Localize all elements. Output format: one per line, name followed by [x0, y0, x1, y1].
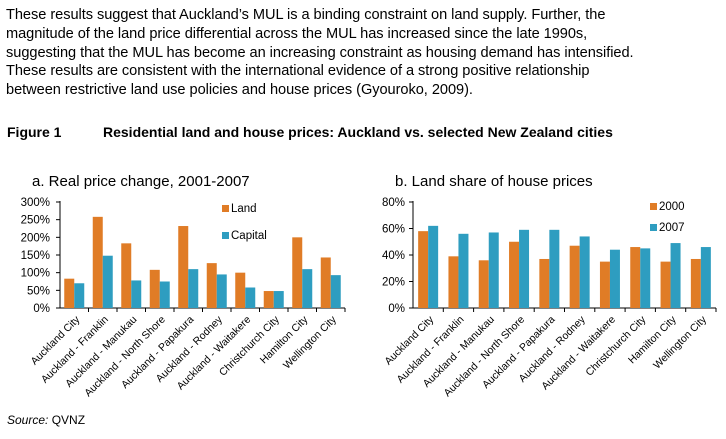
- chart-a-bar-capital: [102, 255, 113, 308]
- chart-b-bar-2000: [418, 231, 429, 308]
- chart-a-bar-land: [149, 269, 160, 308]
- chart-a-bar-capital: [245, 287, 256, 308]
- chart-a-bar-capital: [159, 281, 170, 308]
- figure-label: Figure 1: [7, 124, 62, 140]
- chart-b-bar-2000: [599, 261, 610, 308]
- chart-b-title: b. Land share of house prices: [395, 173, 593, 190]
- chart-a-bar-capital: [330, 275, 341, 308]
- chart-a-ytick-label: 100%: [21, 268, 50, 280]
- chart-b-ytick-label: 20%: [382, 277, 405, 289]
- chart-b-bar-2000: [690, 258, 701, 308]
- chart-a-bar-land: [235, 272, 246, 308]
- chart-a: a. Real price change, 2001-2007 0% 50% 100%…: [21, 173, 346, 399]
- chart-a-legend-label: Land: [231, 203, 257, 215]
- chart-b-bar-2007: [700, 247, 711, 308]
- chart-b-bar-2007: [519, 229, 530, 308]
- chart-b-bar-2007: [488, 232, 499, 308]
- chart-a-legend-swatch: [222, 232, 229, 239]
- chart-a-ytick-label: 200%: [21, 232, 50, 244]
- chart-b-bar-2000: [630, 247, 641, 308]
- chart-a-bar-land: [206, 263, 217, 308]
- chart-b-ytick-label: 0%: [388, 303, 405, 315]
- chart-b-bar-2007: [428, 225, 439, 308]
- chart-b-bar-2007: [458, 233, 469, 308]
- chart-a-bar-land: [64, 278, 75, 308]
- chart-a-ytick-label: 300%: [21, 197, 50, 209]
- chart-a-bar-capital: [74, 283, 85, 308]
- chart-a-bar-land: [263, 291, 274, 308]
- chart-a-ytick-label: 250%: [21, 215, 50, 227]
- chart-b-ytick-label: 80%: [382, 197, 405, 209]
- source-note: Source: QVNZ: [7, 413, 85, 427]
- chart-a-bar-land: [178, 226, 189, 308]
- chart-a-bar-capital: [131, 280, 142, 308]
- chart-b-ytick-label: 60%: [382, 224, 405, 236]
- chart-b: b. Land share of house prices 0% 20% 40% 60%…: [382, 173, 717, 399]
- chart-a-bar-capital: [216, 274, 227, 308]
- figure-caption: Figure 1 Residential land and house price…: [7, 124, 613, 140]
- chart-a-bar-land: [292, 237, 303, 308]
- paragraph-line: These results are consistent with the in…: [6, 63, 590, 80]
- chart-a-ytick-label: 50%: [27, 285, 50, 297]
- body-paragraph: These results suggest that Auckland’s MU…: [6, 6, 721, 100]
- chart-a-bar-land: [320, 257, 331, 308]
- chart-b-bar-2007: [640, 248, 651, 308]
- chart-b-legend-swatch: [650, 203, 657, 210]
- chart-b-bar-2000: [569, 245, 580, 308]
- chart-b-bar-2000: [660, 261, 671, 308]
- chart-b-legend-label: 2000: [659, 201, 685, 213]
- chart-a-legend-swatch: [222, 205, 229, 212]
- chart-a-ytick-label: 150%: [21, 250, 50, 262]
- chart-a-bar-capital: [188, 269, 199, 308]
- chart-a-legend-label: Capital: [231, 230, 267, 242]
- chart-b-bar-2007: [670, 243, 681, 308]
- paragraph-line: These results suggest that Auckland’s MU…: [6, 7, 606, 23]
- chart-b-bar-2007: [579, 236, 590, 308]
- source-label: Source:: [7, 413, 49, 427]
- chart-a-bar-land: [121, 243, 132, 308]
- chart-a-title: a. Real price change, 2001-2007: [32, 173, 250, 190]
- chart-a-bar-capital: [273, 291, 284, 308]
- paragraph-line: suggesting that the MUL has become an in…: [6, 44, 634, 61]
- chart-b-bar-2000: [448, 256, 459, 308]
- chart-a-bar-capital: [302, 269, 313, 308]
- chart-a-bar-land: [92, 216, 103, 308]
- chart-b-bar-2000: [478, 260, 489, 308]
- paragraph-line: between restrictive land use policies an…: [6, 82, 473, 99]
- chart-b-legend-swatch: [650, 224, 657, 231]
- chart-b-legend-label: 2007: [659, 222, 685, 234]
- chart-b-ytick-label: 40%: [382, 250, 405, 262]
- paragraph-line: magnitude of the land price differential…: [6, 25, 588, 42]
- chart-b-bar-2000: [509, 241, 520, 308]
- figure-title: Residential land and house prices: Auckl…: [103, 124, 613, 140]
- chart-a-ytick-label: 0%: [33, 303, 50, 315]
- source-value: QVNZ: [51, 413, 86, 427]
- chart-b-bar-2000: [539, 258, 550, 308]
- chart-b-bar-2007: [549, 229, 560, 308]
- chart-b-bar-2007: [609, 249, 620, 308]
- chart-b-category-label: Wellington City: [651, 313, 709, 371]
